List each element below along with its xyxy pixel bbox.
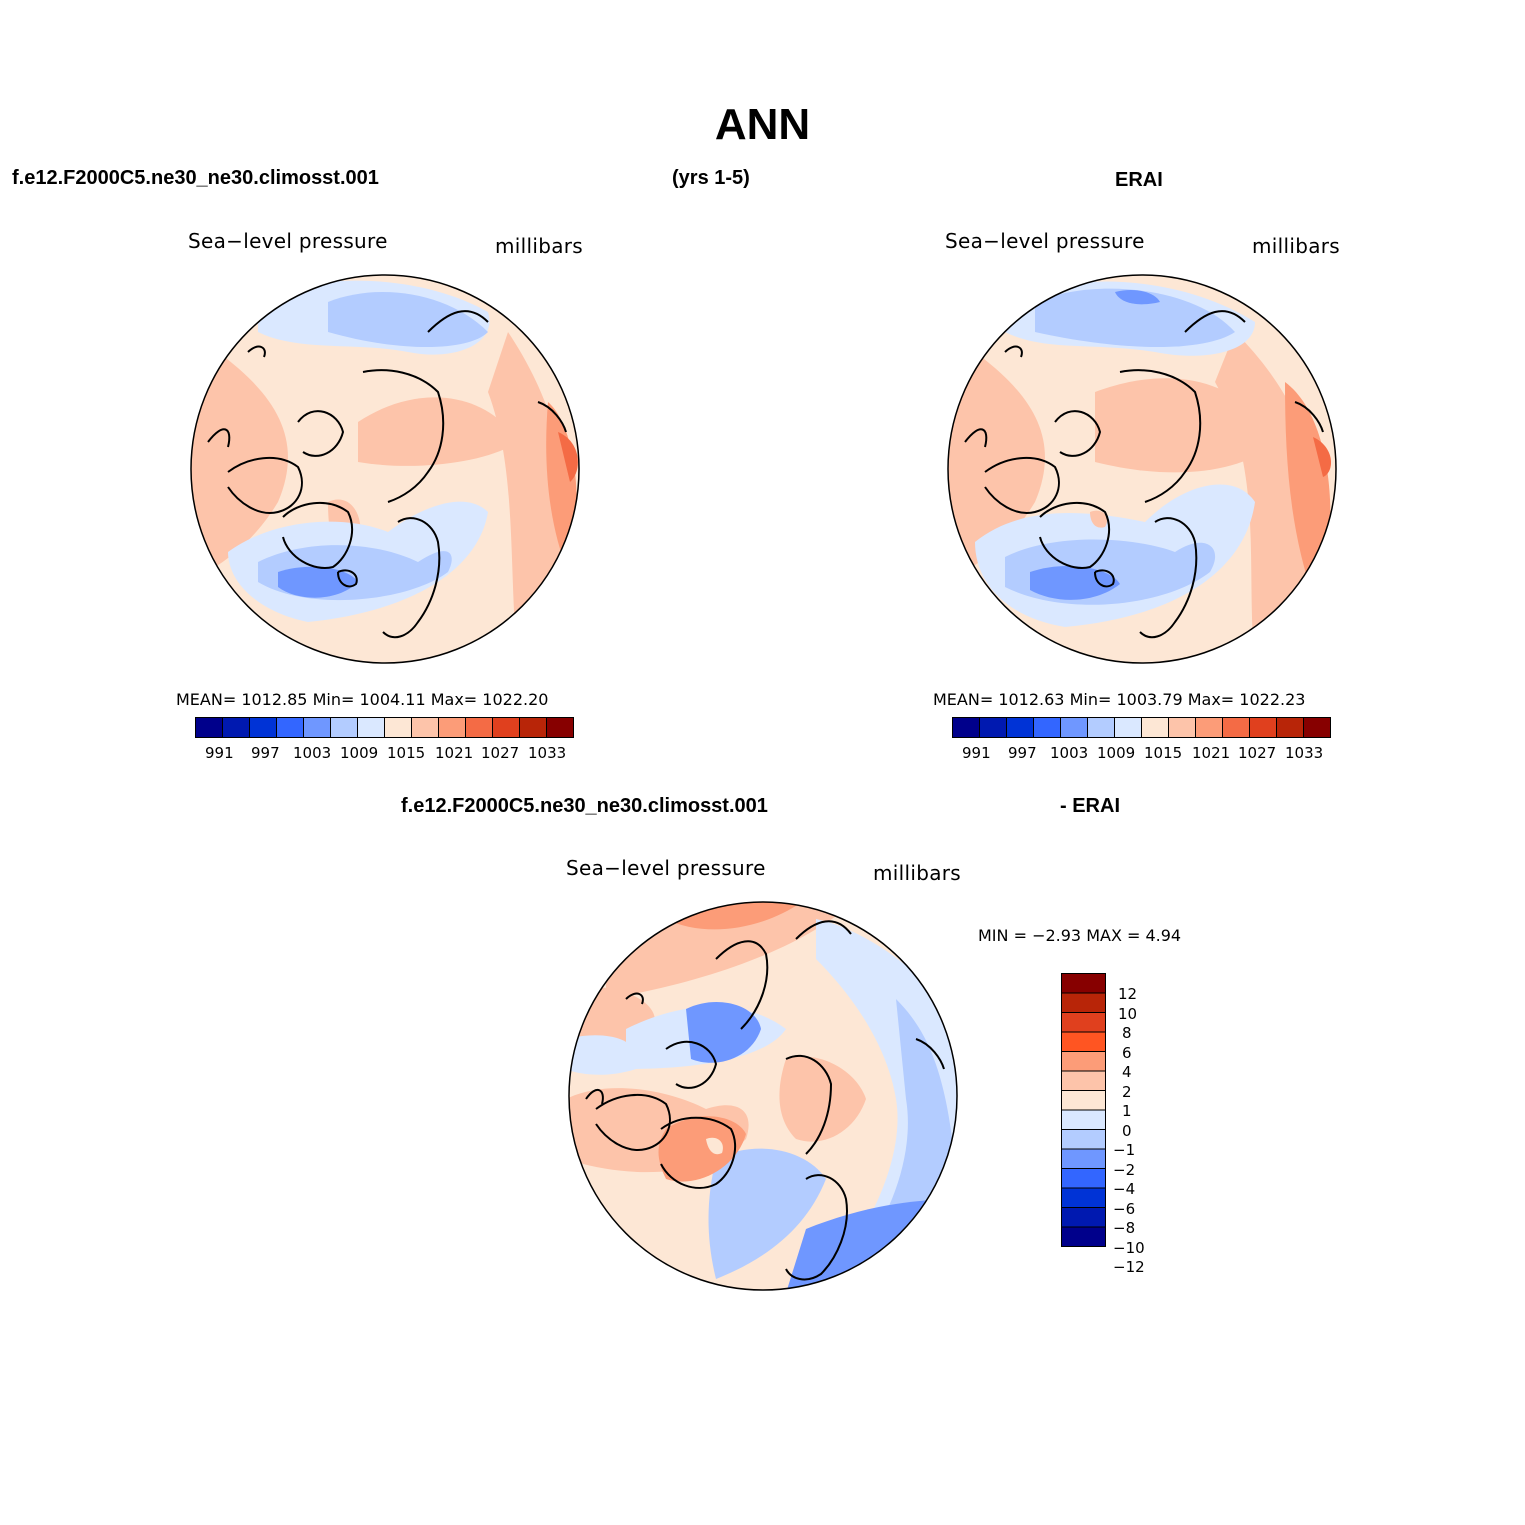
- right-colorbar-swatch-1: [979, 717, 1007, 738]
- left-stats: MEAN= 1012.85 Min= 1004.11 Max= 1022.20: [176, 690, 549, 709]
- right-units: millibars: [1252, 234, 1341, 258]
- right-colorbar-label-6: 1027: [1238, 744, 1277, 762]
- left-colorbar-swatch-5: [330, 717, 358, 738]
- left-colorbar-swatch-2: [249, 717, 277, 738]
- right-colorbar-label-0: 991: [962, 744, 991, 762]
- diff-colorbar-swatch-5: [1061, 1070, 1106, 1091]
- left-units: millibars: [495, 234, 584, 258]
- right-colorbar-label-5: 1021: [1192, 744, 1231, 762]
- diff-plot-title: Sea−level pressure: [566, 856, 766, 880]
- diff-colorbar-swatch-13: [1061, 1226, 1106, 1247]
- left-colorbar-swatch-8: [411, 717, 439, 738]
- years-label: (yrs 1-5): [672, 167, 750, 189]
- diff-colorbar-swatch-8: [1061, 1129, 1106, 1150]
- right-colorbar-label-3: 1009: [1097, 744, 1136, 762]
- right-colorbar-swatch-7: [1141, 717, 1169, 738]
- right-colorbar-label-1: 997: [1008, 744, 1037, 762]
- diff-colorbar-swatch-6: [1061, 1090, 1106, 1111]
- diff-colorbar-label-11: −6: [1113, 1200, 1136, 1218]
- left-colorbar-swatch-10: [465, 717, 493, 738]
- diff-case-name: f.e12.F2000C5.ne30_ne30.climosst.001: [401, 795, 768, 817]
- left-colorbar-swatch-7: [384, 717, 412, 738]
- right-polar-map: [947, 274, 1337, 664]
- left-colorbar-label-6: 1027: [481, 744, 520, 762]
- diff-colorbar-label-2: 8: [1122, 1024, 1132, 1042]
- diff-colorbar-swatch-3: [1061, 1031, 1106, 1052]
- diff-units: millibars: [873, 861, 962, 885]
- left-colorbar-swatch-3: [276, 717, 304, 738]
- right-colorbar-swatch-0: [952, 717, 980, 738]
- diff-colorbar-swatch-7: [1061, 1109, 1106, 1130]
- left-colorbar-swatch-4: [303, 717, 331, 738]
- left-colorbar-swatch-11: [492, 717, 520, 738]
- right-plot-title: Sea−level pressure: [945, 229, 1145, 253]
- right-colorbar-swatch-8: [1168, 717, 1196, 738]
- left-colorbar-label-5: 1021: [435, 744, 474, 762]
- diff-colorbar-swatch-11: [1061, 1187, 1106, 1208]
- diff-colorbar-label-8: −1: [1113, 1141, 1136, 1159]
- diff-colorbar-label-1: 10: [1118, 1005, 1138, 1023]
- diff-polar-map: [568, 901, 958, 1291]
- diff-colorbar-label-3: 6: [1122, 1044, 1132, 1062]
- model-case-name: f.e12.F2000C5.ne30_ne30.climosst.001: [12, 167, 379, 189]
- diff-stats: MIN = −2.93 MAX = 4.94: [978, 926, 1182, 945]
- right-colorbar-swatch-3: [1033, 717, 1061, 738]
- right-colorbar-swatch-2: [1006, 717, 1034, 738]
- diff-colorbar-label-12: −8: [1113, 1219, 1136, 1237]
- left-plot-title: Sea−level pressure: [188, 229, 388, 253]
- diff-colorbar-swatch-1: [1061, 992, 1106, 1013]
- main-title: ANN: [714, 100, 811, 149]
- right-colorbar-swatch-10: [1222, 717, 1250, 738]
- left-colorbar-label-1: 997: [251, 744, 280, 762]
- diff-colorbar-label-0: 12: [1118, 985, 1138, 1003]
- diff-colorbar-swatch-2: [1061, 1012, 1106, 1033]
- right-colorbar-swatch-11: [1249, 717, 1277, 738]
- obs-case-name: ERAI: [1115, 169, 1163, 191]
- diff-colorbar-swatch-0: [1061, 973, 1106, 994]
- diff-colorbar-swatch-12: [1061, 1207, 1106, 1228]
- diff-colorbar-label-4: 4: [1122, 1063, 1132, 1081]
- diff-colorbar-label-13: −10: [1113, 1239, 1145, 1257]
- diff-colorbar-label-10: −4: [1113, 1180, 1136, 1198]
- diff-colorbar-label-5: 2: [1122, 1083, 1132, 1101]
- right-colorbar: [952, 717, 1331, 738]
- diff-colorbar-swatch-10: [1061, 1168, 1106, 1189]
- right-colorbar-swatch-13: [1303, 717, 1331, 738]
- left-colorbar-label-2: 1003: [293, 744, 332, 762]
- left-colorbar-swatch-13: [546, 717, 574, 738]
- left-colorbar-swatch-12: [519, 717, 547, 738]
- right-colorbar-label-4: 1015: [1144, 744, 1183, 762]
- diff-colorbar-swatch-4: [1061, 1051, 1106, 1072]
- right-colorbar-swatch-12: [1276, 717, 1304, 738]
- left-colorbar: [195, 717, 574, 738]
- right-colorbar-swatch-4: [1060, 717, 1088, 738]
- left-colorbar-label-0: 991: [205, 744, 234, 762]
- left-colorbar-label-7: 1033: [528, 744, 567, 762]
- right-colorbar-swatch-5: [1087, 717, 1115, 738]
- right-colorbar-label-7: 1033: [1285, 744, 1324, 762]
- left-colorbar-swatch-1: [222, 717, 250, 738]
- right-stats: MEAN= 1012.63 Min= 1003.79 Max= 1022.23: [933, 690, 1306, 709]
- right-colorbar-label-2: 1003: [1050, 744, 1089, 762]
- diff-colorbar-swatch-9: [1061, 1148, 1106, 1169]
- left-colorbar-swatch-6: [357, 717, 385, 738]
- left-colorbar-label-3: 1009: [340, 744, 379, 762]
- diff-minus-label: - ERAI: [1060, 795, 1120, 817]
- diff-colorbar-label-14: −12: [1113, 1258, 1145, 1276]
- diff-colorbar: [1061, 973, 1106, 1247]
- diff-colorbar-label-7: 0: [1122, 1122, 1132, 1140]
- left-colorbar-label-4: 1015: [387, 744, 426, 762]
- right-colorbar-swatch-9: [1195, 717, 1223, 738]
- diff-colorbar-label-6: 1: [1122, 1102, 1132, 1120]
- right-colorbar-swatch-6: [1114, 717, 1142, 738]
- left-colorbar-swatch-9: [438, 717, 466, 738]
- left-polar-map: [190, 274, 580, 664]
- left-colorbar-swatch-0: [195, 717, 223, 738]
- diff-colorbar-label-9: −2: [1113, 1161, 1136, 1179]
